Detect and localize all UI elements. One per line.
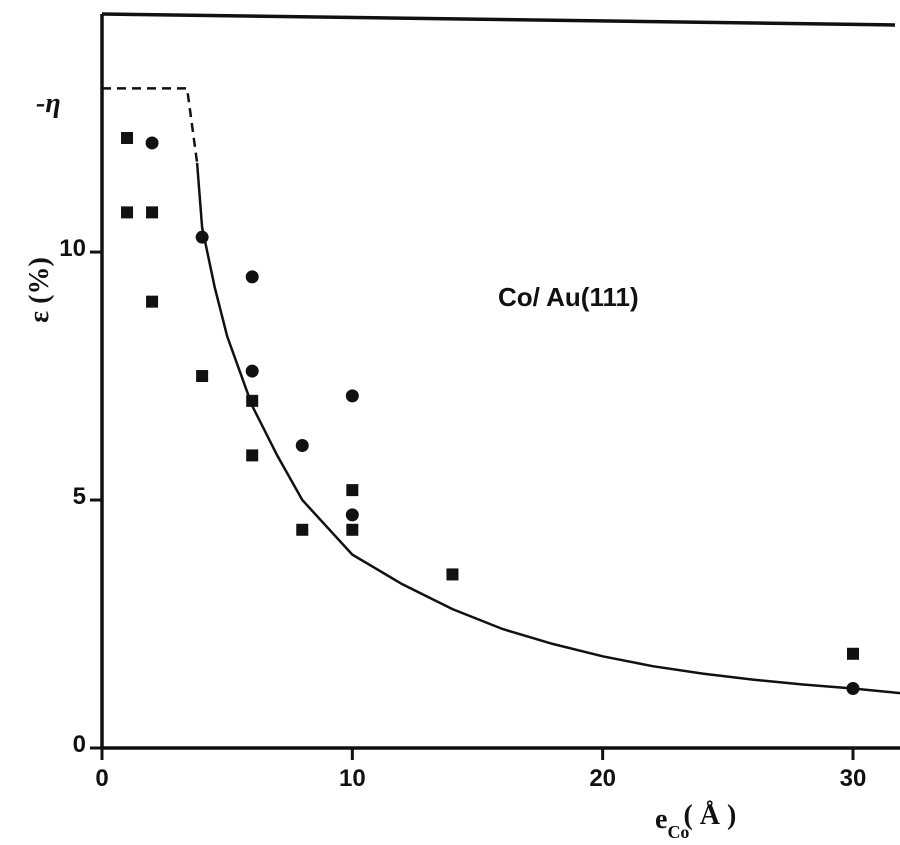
- x-tick-label: 20: [589, 765, 616, 792]
- fit-curve-line: [195, 162, 900, 695]
- square-data-point: [146, 295, 159, 308]
- circle-data-point: [846, 681, 860, 695]
- circle-data-point: [195, 230, 209, 244]
- y-tick-label: 10: [59, 235, 86, 262]
- circle-data-point: [345, 389, 359, 403]
- square-data-point: [121, 131, 134, 144]
- square-data-point: [146, 206, 159, 219]
- square-data-point: [446, 568, 459, 581]
- square-data-point: [246, 394, 259, 407]
- fit-curve: [102, 87, 900, 695]
- square-data-point: [346, 484, 359, 497]
- circle-data-point: [295, 438, 309, 452]
- x-axis-title-main: e: [655, 804, 667, 835]
- square-data-point: [246, 449, 259, 462]
- x-axis-title: eCo( Å ): [655, 800, 736, 842]
- x-tick-label: 30: [840, 765, 867, 792]
- circle-data-point: [145, 136, 159, 150]
- circle-data-point: [245, 270, 259, 284]
- square-data-point: [196, 370, 209, 383]
- x-tick-label: 0: [95, 765, 108, 792]
- x-tick-label: 10: [339, 765, 366, 792]
- square-data-point: [296, 523, 309, 536]
- eta-label: -η: [36, 88, 61, 119]
- x-axis-title-sub: Co: [667, 822, 689, 842]
- y-axis-title: ε (%): [24, 257, 55, 323]
- axis-ticks: 0 10 20 30 0 5 10: [59, 235, 866, 792]
- circle-data-point: [245, 364, 259, 378]
- eta-dashed-line: [102, 87, 199, 163]
- square-data-point: [121, 206, 134, 219]
- plot-frame-top: [101, 12, 896, 27]
- annotation-label: Co/ Au(111): [498, 282, 639, 312]
- square-data-point: [847, 647, 859, 660]
- data-points: [121, 131, 860, 695]
- square-data-point: [346, 523, 359, 536]
- x-axis-title-unit: ( Å ): [683, 800, 736, 831]
- y-tick-label: 5: [73, 483, 86, 510]
- y-tick-label: 0: [73, 731, 86, 758]
- circle-data-point: [345, 508, 359, 522]
